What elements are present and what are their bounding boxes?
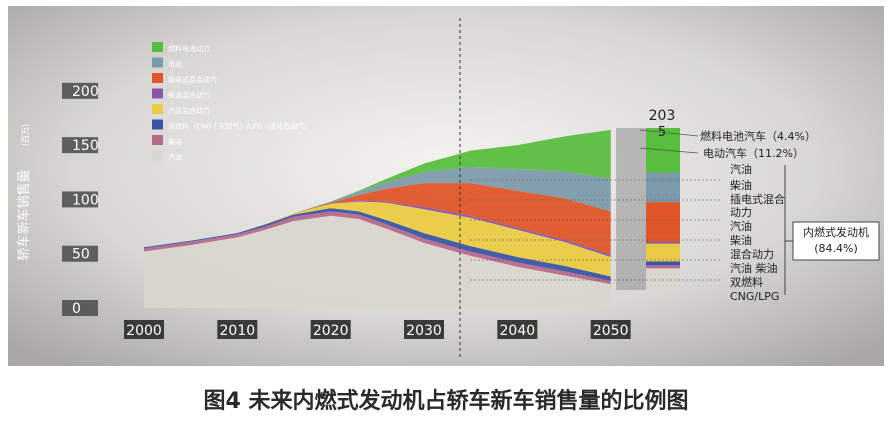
y-axis-label: 轿车新车销售量 <box>16 169 32 260</box>
x-tick-label: 2010 <box>220 323 256 339</box>
ice-list-item: 动力 <box>730 206 752 219</box>
y-tick-label: 100 <box>72 192 99 208</box>
legend-label: 电动 <box>168 60 182 69</box>
y-tick-bg <box>62 82 98 99</box>
legend-label: 双燃料（CNG / 天然气）/LPG（液化石油气） <box>168 122 311 131</box>
y-tick-bg <box>62 245 98 262</box>
ice-list-item: 双燃料 <box>730 275 763 289</box>
legend-swatch <box>152 135 163 145</box>
legend-swatch <box>152 57 163 68</box>
area-series-1 <box>144 211 611 285</box>
ice-list-item: 混合动力 <box>730 247 774 261</box>
ice-list-item: 柴油 <box>730 233 752 247</box>
x-tick-bg <box>497 320 538 339</box>
x-tick-bg <box>310 320 351 339</box>
ice-list-item: 汽油 <box>730 162 752 176</box>
legend-swatch <box>152 42 163 52</box>
bar-2050-side <box>616 128 646 290</box>
bar-2050-segment-2 <box>646 261 680 266</box>
ice-list-item: 汽油 <box>730 219 752 233</box>
area-series-2 <box>144 208 611 281</box>
ice-list-item: 柴油 <box>730 178 752 192</box>
bar-2050-segment-0 <box>646 268 680 290</box>
legend-label: 汽油混合动力 <box>168 106 210 115</box>
x-tick-bg <box>590 320 631 339</box>
x-tick-bg <box>124 320 164 339</box>
y-tick-label: 150 <box>72 138 99 154</box>
y-tick-label: 50 <box>72 247 90 263</box>
area-series-4 <box>144 200 611 257</box>
area-series-7 <box>144 129 611 248</box>
area-series-0 <box>144 215 611 308</box>
x-tick-label: 2050 <box>593 323 629 339</box>
legend-swatch <box>152 88 163 99</box>
axis-labels: 轿车新车销售量 (百万) <box>16 124 32 261</box>
y-tick-label: 200 <box>72 84 99 100</box>
total-2050-label: 203 <box>649 108 676 124</box>
y-tick-bg <box>62 191 98 208</box>
legend-label: 柴油 <box>168 137 182 146</box>
ice-list-item: CNG/LPG <box>730 290 779 303</box>
electric-label: 电动汽车（11.2%） <box>703 146 804 160</box>
ice-total-pct: (84.4%) <box>814 242 858 255</box>
y-tick-bg <box>62 300 98 316</box>
x-tick-label: 2020 <box>313 323 349 339</box>
y-axis-unit: (百万) <box>21 124 30 146</box>
area-series-5 <box>144 183 611 255</box>
bar-2050-segment-1 <box>646 265 680 269</box>
x-tick-label: 2040 <box>500 323 536 339</box>
legend-label: 柴油混合动力 <box>168 91 210 100</box>
y-ticks: 200 150 100 50 0 <box>62 82 99 317</box>
bar-2050-segment-5 <box>646 202 680 242</box>
legend-label: 插电式混合动力 <box>168 75 217 84</box>
bar-2050 <box>616 128 680 290</box>
x-ticks: 2000 2010 2020 2030 2040 2050 <box>124 320 631 339</box>
legend-swatch <box>152 150 163 161</box>
legend-label: 汽油 <box>168 153 182 162</box>
x-tick-bg <box>404 320 444 339</box>
leader-line <box>639 129 699 137</box>
bar-2050-segment-6 <box>646 172 680 203</box>
bar-2050-segment-4 <box>646 241 680 244</box>
bar-2050-segment-3 <box>646 243 680 262</box>
annotations: 203 5 燃料电池汽车（4.4%） 电动汽车（11.2%） 汽油柴油插电式混合… <box>470 108 880 303</box>
figure-caption: 图4 未来内燃式发动机占轿车新车销售量的比例图 <box>203 389 689 414</box>
fuel-cell-label: 燃料电池汽车（4.4%） <box>700 129 816 143</box>
y-tick-bg <box>62 137 98 154</box>
legend-swatch <box>152 119 163 130</box>
legend-label: 燃料电池动力 <box>168 44 210 53</box>
leader-line <box>639 147 699 154</box>
area-series-6 <box>144 166 611 248</box>
legend-swatch <box>152 104 163 114</box>
x-tick-label: 2030 <box>406 323 442 339</box>
legend-swatch <box>152 73 163 83</box>
x-tick-bg <box>217 320 258 339</box>
ice-list-item: 汽油 柴油 <box>730 261 778 275</box>
ice-total-label: 内燃式发动机 <box>803 225 869 239</box>
x-tick-label: 2000 <box>126 323 162 339</box>
ice-total-box <box>792 221 880 261</box>
y-tick-label: 0 <box>72 301 81 317</box>
area-series <box>144 129 611 308</box>
area-series-3 <box>144 201 611 277</box>
ice-list-item: 插电式混合 <box>730 192 785 206</box>
